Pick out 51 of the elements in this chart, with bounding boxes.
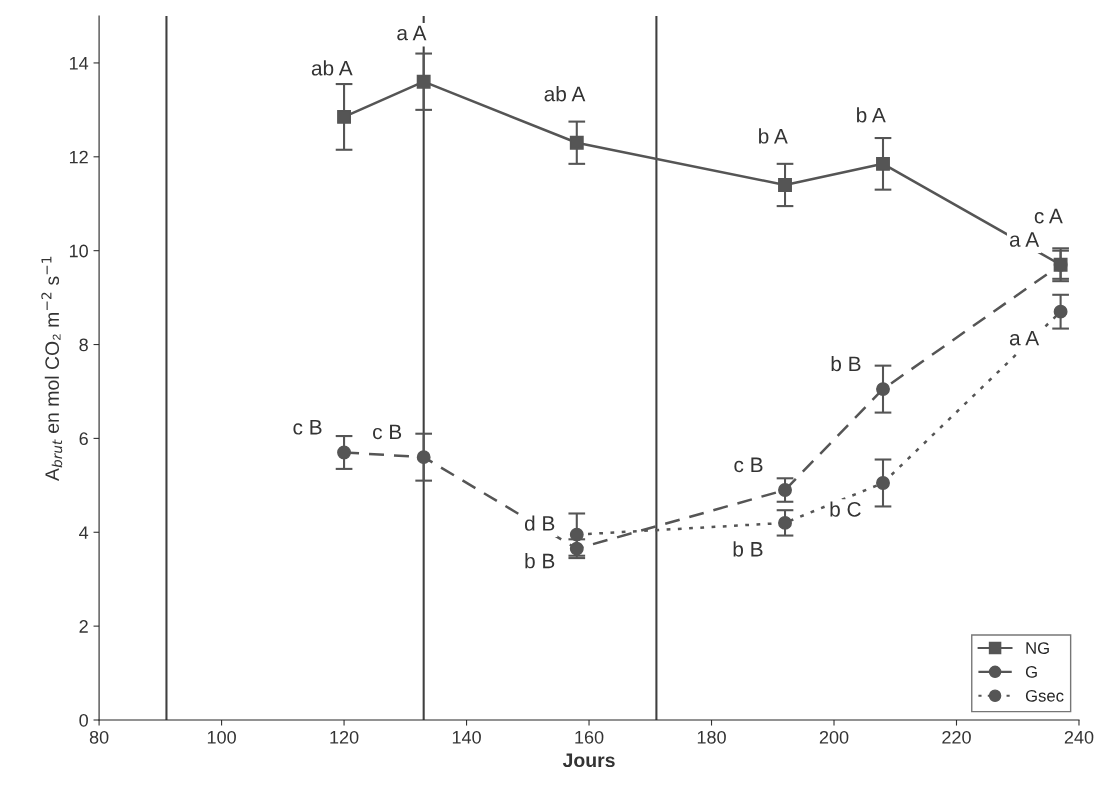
- data-label: b A: [759, 128, 788, 144]
- data-label: a A: [1009, 232, 1040, 247]
- y-tick-label: 2: [79, 620, 88, 633]
- y-tick-label: 4: [79, 526, 89, 539]
- point: [569, 527, 584, 542]
- point: [416, 450, 431, 465]
- y-tick-label: 10: [69, 244, 88, 258]
- y-axis-title: A$_{brut}$ en mol CO₂ m$^{−2}$ s$^{−1}$: [41, 256, 63, 482]
- x-tick-label: 220: [942, 730, 971, 744]
- x-tick-label: 140: [452, 730, 481, 744]
- y-tick-label: 6: [79, 432, 88, 446]
- data-label: ab A: [311, 60, 353, 76]
- data-label: a A: [397, 25, 427, 41]
- data-label: c B: [373, 424, 402, 440]
- x-tick-label: 120: [330, 730, 359, 744]
- y-tick-label: 8: [79, 338, 88, 352]
- point: [778, 483, 792, 497]
- point: [1053, 304, 1068, 319]
- data-label: b A: [857, 107, 886, 123]
- legend-label: Gsec: [1025, 689, 1064, 702]
- legend-label: NG: [1026, 642, 1049, 654]
- y-tick-label: 0: [79, 713, 88, 727]
- data-label: b B: [831, 355, 861, 372]
- x-tick-label: 240: [1064, 730, 1094, 744]
- point: [876, 382, 890, 397]
- point: [876, 476, 890, 490]
- point: [778, 515, 792, 530]
- x-tick-label: 200: [819, 730, 849, 744]
- data-label: b B: [525, 553, 555, 569]
- point: [337, 109, 352, 124]
- data-label: d B: [524, 515, 555, 531]
- x-axis-title: Jours: [562, 753, 615, 768]
- legend-label: G: [1025, 666, 1037, 678]
- point: [876, 156, 890, 171]
- x-tick-label: 180: [697, 730, 726, 744]
- data-label: c B: [734, 457, 763, 473]
- point: [337, 445, 352, 460]
- y-tick-label: 14: [69, 57, 89, 70]
- point: [569, 135, 584, 150]
- x-tick-label: 160: [575, 730, 604, 744]
- point: [778, 178, 792, 192]
- point: [416, 74, 431, 89]
- data-label: ab A: [544, 86, 586, 102]
- data-label: a A: [1009, 330, 1040, 346]
- y-tick-label: 12: [69, 150, 88, 164]
- data-label: b B: [733, 541, 763, 557]
- x-tick-label: 100: [207, 730, 236, 744]
- data-label: c B: [293, 420, 322, 435]
- data-label: c A: [1034, 208, 1063, 224]
- x-tick-label: 80: [89, 730, 109, 744]
- data-label: b C: [830, 501, 861, 517]
